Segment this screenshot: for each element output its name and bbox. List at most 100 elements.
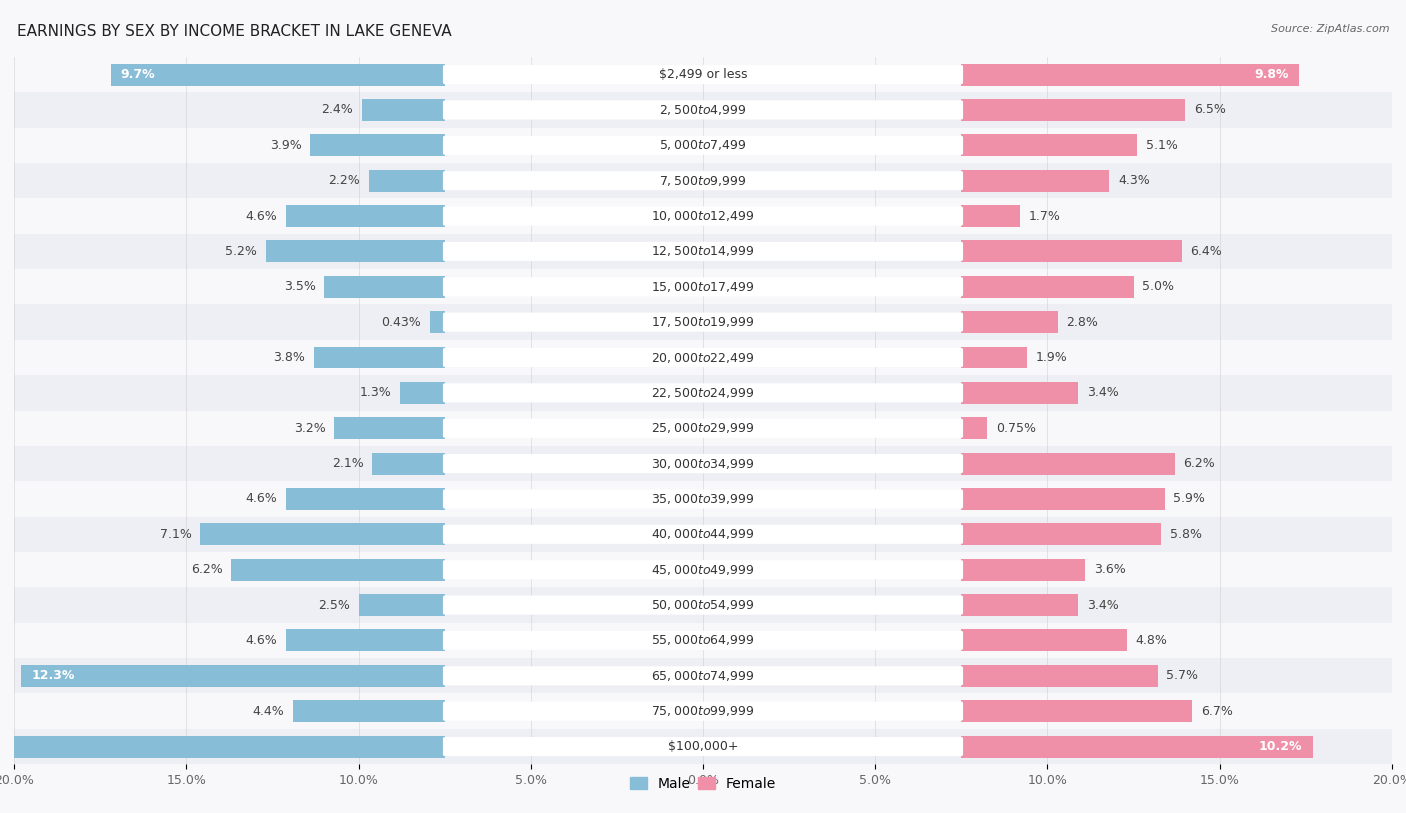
Text: EARNINGS BY SEX BY INCOME BRACKET IN LAKE GENEVA: EARNINGS BY SEX BY INCOME BRACKET IN LAK… bbox=[17, 24, 451, 39]
Bar bbox=[962, 417, 987, 439]
FancyBboxPatch shape bbox=[443, 65, 963, 84]
Bar bbox=[962, 453, 1175, 475]
Text: 5.8%: 5.8% bbox=[1170, 528, 1202, 541]
FancyBboxPatch shape bbox=[443, 525, 963, 544]
FancyBboxPatch shape bbox=[443, 207, 963, 225]
Text: $20,000 to $22,499: $20,000 to $22,499 bbox=[651, 350, 755, 364]
Bar bbox=[335, 417, 444, 439]
FancyBboxPatch shape bbox=[443, 560, 963, 579]
Bar bbox=[287, 205, 444, 227]
Bar bbox=[14, 304, 1392, 340]
Text: 6.7%: 6.7% bbox=[1201, 705, 1233, 718]
Bar bbox=[962, 559, 1085, 580]
Text: 3.4%: 3.4% bbox=[1087, 598, 1119, 611]
Text: 10.2%: 10.2% bbox=[1258, 740, 1302, 753]
FancyBboxPatch shape bbox=[443, 596, 963, 615]
Bar bbox=[962, 99, 1185, 121]
Text: 4.4%: 4.4% bbox=[253, 705, 284, 718]
Text: $65,000 to $74,999: $65,000 to $74,999 bbox=[651, 669, 755, 683]
Bar bbox=[359, 594, 444, 616]
Text: 5.1%: 5.1% bbox=[1146, 139, 1177, 152]
Text: 4.6%: 4.6% bbox=[246, 210, 277, 223]
Bar bbox=[962, 170, 1109, 192]
Bar bbox=[231, 559, 444, 580]
Bar bbox=[962, 594, 1078, 616]
Text: Source: ZipAtlas.com: Source: ZipAtlas.com bbox=[1271, 24, 1389, 34]
Bar bbox=[14, 233, 1392, 269]
Bar bbox=[14, 623, 1392, 659]
FancyBboxPatch shape bbox=[443, 702, 963, 720]
Text: 3.9%: 3.9% bbox=[270, 139, 302, 152]
Bar bbox=[962, 629, 1126, 651]
FancyBboxPatch shape bbox=[443, 737, 963, 756]
Bar bbox=[962, 241, 1182, 263]
Text: 2.4%: 2.4% bbox=[322, 103, 353, 116]
Text: $25,000 to $29,999: $25,000 to $29,999 bbox=[651, 421, 755, 435]
Bar bbox=[200, 524, 444, 546]
Bar bbox=[292, 700, 444, 722]
Legend: Male, Female: Male, Female bbox=[624, 771, 782, 796]
Bar bbox=[287, 488, 444, 510]
Bar bbox=[14, 376, 1392, 411]
Text: 0.75%: 0.75% bbox=[995, 422, 1036, 435]
Text: 5.9%: 5.9% bbox=[1173, 493, 1205, 506]
Text: 5.7%: 5.7% bbox=[1167, 669, 1198, 682]
FancyBboxPatch shape bbox=[443, 101, 963, 120]
Bar bbox=[962, 665, 1157, 687]
Bar bbox=[14, 729, 1392, 764]
Text: 1.7%: 1.7% bbox=[1029, 210, 1060, 223]
FancyBboxPatch shape bbox=[443, 454, 963, 473]
Bar bbox=[14, 481, 1392, 517]
Text: 0.43%: 0.43% bbox=[381, 315, 422, 328]
Bar bbox=[962, 524, 1161, 546]
Text: 3.4%: 3.4% bbox=[1087, 386, 1119, 399]
Bar bbox=[962, 488, 1164, 510]
Bar bbox=[962, 63, 1299, 85]
Text: 9.7%: 9.7% bbox=[121, 68, 156, 81]
Bar bbox=[14, 128, 1392, 163]
Text: 3.8%: 3.8% bbox=[273, 351, 305, 364]
FancyBboxPatch shape bbox=[443, 631, 963, 650]
Bar bbox=[962, 311, 1057, 333]
FancyBboxPatch shape bbox=[443, 242, 963, 261]
Text: 9.8%: 9.8% bbox=[1254, 68, 1289, 81]
Text: 3.2%: 3.2% bbox=[294, 422, 326, 435]
Bar bbox=[14, 659, 1392, 693]
Bar bbox=[14, 693, 1392, 729]
FancyBboxPatch shape bbox=[443, 489, 963, 508]
Text: 3.5%: 3.5% bbox=[284, 280, 315, 293]
Text: $5,000 to $7,499: $5,000 to $7,499 bbox=[659, 138, 747, 152]
Bar bbox=[962, 382, 1078, 404]
Text: $75,000 to $99,999: $75,000 to $99,999 bbox=[651, 704, 755, 718]
Bar bbox=[14, 57, 1392, 92]
Text: 2.1%: 2.1% bbox=[332, 457, 364, 470]
Text: 1.9%: 1.9% bbox=[1035, 351, 1067, 364]
Bar bbox=[430, 311, 444, 333]
Text: $30,000 to $34,999: $30,000 to $34,999 bbox=[651, 457, 755, 471]
Bar bbox=[373, 453, 444, 475]
FancyBboxPatch shape bbox=[443, 419, 963, 437]
FancyBboxPatch shape bbox=[443, 277, 963, 296]
FancyBboxPatch shape bbox=[443, 667, 963, 685]
Text: 6.5%: 6.5% bbox=[1194, 103, 1226, 116]
Bar bbox=[962, 205, 1019, 227]
Text: $7,500 to $9,999: $7,500 to $9,999 bbox=[659, 174, 747, 188]
Text: 2.8%: 2.8% bbox=[1066, 315, 1098, 328]
Text: $100,000+: $100,000+ bbox=[668, 740, 738, 753]
Bar bbox=[14, 446, 1392, 481]
Bar bbox=[14, 92, 1392, 128]
Text: $22,500 to $24,999: $22,500 to $24,999 bbox=[651, 386, 755, 400]
Text: 6.2%: 6.2% bbox=[1184, 457, 1215, 470]
Text: $12,500 to $14,999: $12,500 to $14,999 bbox=[651, 245, 755, 259]
Bar bbox=[21, 665, 444, 687]
Bar bbox=[14, 198, 1392, 234]
Text: $50,000 to $54,999: $50,000 to $54,999 bbox=[651, 598, 755, 612]
Bar bbox=[314, 346, 444, 368]
FancyBboxPatch shape bbox=[443, 348, 963, 367]
Text: $35,000 to $39,999: $35,000 to $39,999 bbox=[651, 492, 755, 506]
Bar bbox=[962, 736, 1313, 758]
Bar bbox=[14, 552, 1392, 587]
Text: 1.3%: 1.3% bbox=[360, 386, 391, 399]
Text: 4.8%: 4.8% bbox=[1135, 634, 1167, 647]
Text: 6.2%: 6.2% bbox=[191, 563, 222, 576]
